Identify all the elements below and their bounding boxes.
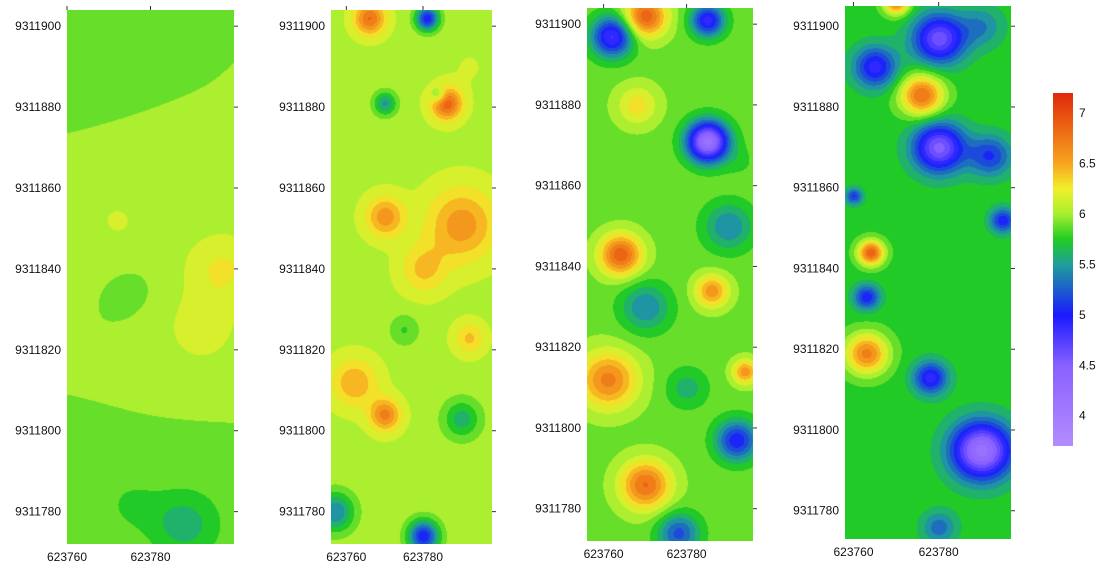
y-tick-label: 9311800 xyxy=(535,421,581,435)
x-tick-label: 623760 xyxy=(47,550,87,564)
colorbar-tick-label: 6.5 xyxy=(1079,157,1096,171)
heatmap-panel-1: 9311900 9311880 9311860 9311840 9311820 93118… xyxy=(15,6,238,564)
y-tick-label: 9311780 xyxy=(279,505,325,519)
heatmap-surface xyxy=(67,10,234,544)
y-tick-label: 9311900 xyxy=(279,19,325,33)
y-tick-label: 9311860 xyxy=(279,181,325,195)
y-tick-label: 9311900 xyxy=(793,19,839,33)
heatmap-panel-4: 9311900 9311880 9311860 9311840 9311820 93118… xyxy=(793,2,1015,559)
y-tick-label: 9311800 xyxy=(279,424,325,438)
y-tick-label: 9311780 xyxy=(535,502,581,516)
colorbar-tick-label: 5.5 xyxy=(1079,257,1096,271)
y-tick-label: 9311860 xyxy=(793,181,839,195)
y-tick-label: 9311840 xyxy=(535,259,581,273)
y-tick-label: 9311840 xyxy=(279,262,325,276)
heatmap-surface xyxy=(845,6,1011,539)
y-tick-label: 9311900 xyxy=(535,17,581,31)
y-tick-label: 9311820 xyxy=(279,343,325,357)
colorbar-tick-label: 4 xyxy=(1079,409,1086,423)
heatmap-surface xyxy=(587,8,753,541)
y-tick-label: 9311840 xyxy=(15,262,61,276)
y-tick-label: 9311820 xyxy=(793,342,839,356)
y-tick-label: 9311800 xyxy=(15,424,61,438)
y-tick-label: 9311880 xyxy=(793,100,839,114)
y-tick-label: 9311860 xyxy=(15,181,61,195)
heatmap-panel-3: 9311900 9311880 9311860 9311840 9311820 93118… xyxy=(535,4,757,561)
x-tick-label: 623760 xyxy=(584,547,624,561)
y-tick-label: 9311900 xyxy=(15,19,61,33)
x-tick-label: 623780 xyxy=(403,550,443,564)
y-tick-label: 9311880 xyxy=(279,100,325,114)
x-tick-label: 623780 xyxy=(667,547,707,561)
heatmap-panel-2: 9311900 9311880 9311860 9311840 9311820 93118… xyxy=(279,6,496,564)
colorbar-tick-label: 4.5 xyxy=(1079,358,1096,372)
colorbar: 7 6.5 6 5.5 5 4.5 4 xyxy=(1053,93,1096,446)
y-tick-label: 9311880 xyxy=(535,98,581,112)
y-tick-label: 9311840 xyxy=(793,261,839,275)
colorbar-gradient xyxy=(1053,93,1073,446)
y-tick-label: 9311800 xyxy=(793,423,839,437)
x-tick-label: 623760 xyxy=(833,545,873,559)
y-tick-label: 9311820 xyxy=(535,340,581,354)
heatmap-surface xyxy=(331,10,492,544)
y-tick-label: 9311860 xyxy=(535,179,581,193)
y-tick-label: 9311780 xyxy=(15,505,61,519)
colorbar-tick-label: 6 xyxy=(1079,207,1086,221)
colorbar-tick-label: 5 xyxy=(1079,308,1086,322)
x-tick-label: 623760 xyxy=(326,550,366,564)
y-tick-label: 9311780 xyxy=(793,504,839,518)
x-tick-label: 623780 xyxy=(919,545,959,559)
colorbar-tick-label: 7 xyxy=(1079,106,1086,120)
x-tick-label: 623780 xyxy=(130,550,170,564)
y-tick-label: 9311820 xyxy=(15,343,61,357)
y-tick-label: 9311880 xyxy=(15,100,61,114)
